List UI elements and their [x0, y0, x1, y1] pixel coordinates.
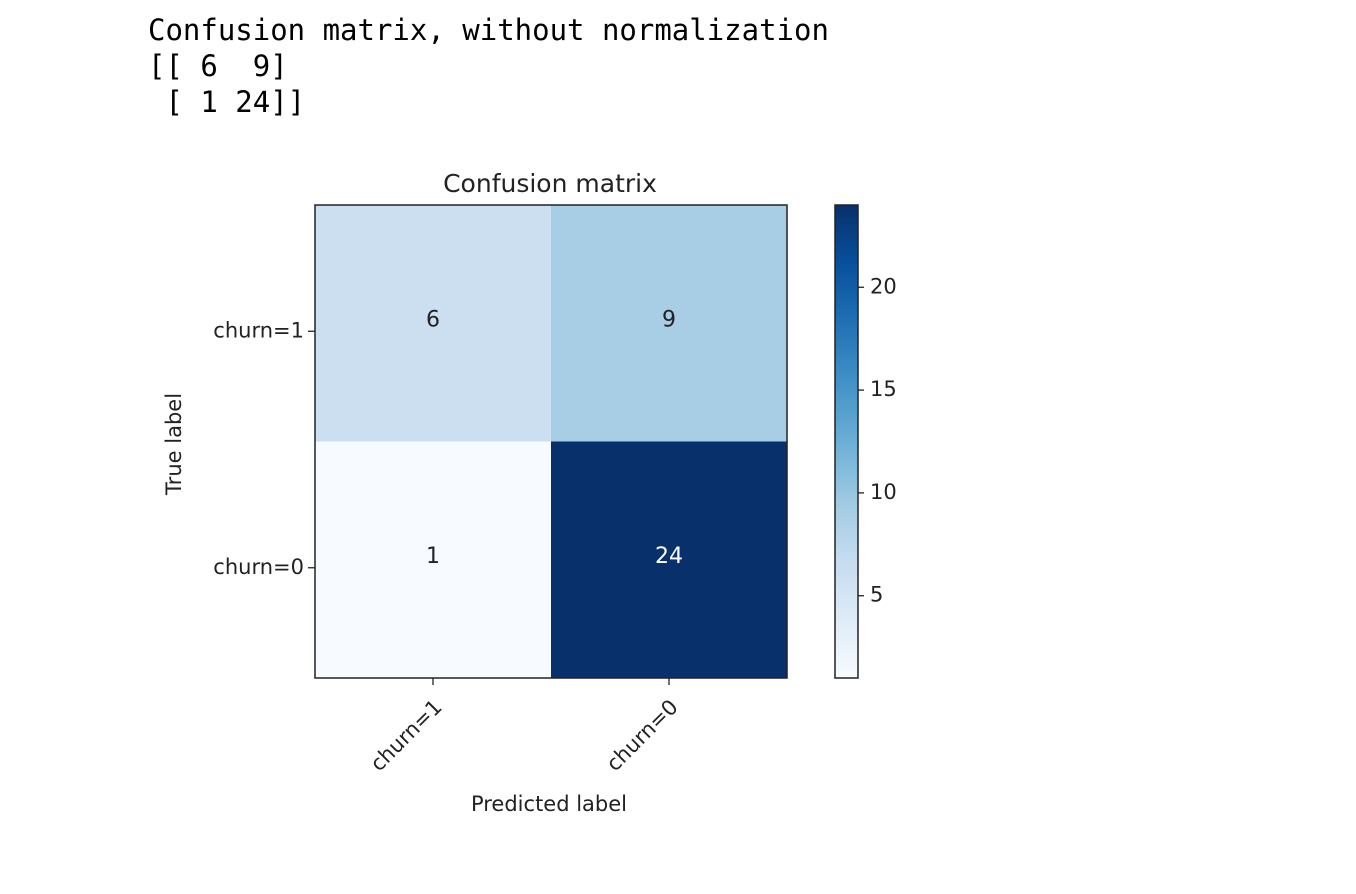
- x-axis-ticks: churn=1 churn=0: [366, 678, 683, 776]
- y-axis-label: True label: [162, 393, 186, 496]
- cell-value-label: 9: [662, 307, 676, 332]
- console-line-title: Confusion matrix, without normalization: [148, 13, 829, 47]
- plot-frame: [314, 204, 788, 679]
- y-axis-ticks: churn=1 churn=0: [213, 318, 315, 579]
- x-axis-label: Predicted label: [471, 792, 627, 816]
- cell-value-label: 1: [426, 544, 440, 569]
- cell-value-label: 24: [655, 544, 683, 569]
- colorbar-tick-label: 15: [870, 377, 897, 401]
- heatmap-cell: [315, 441, 551, 678]
- console-line-row2: [ 1 24]]: [148, 85, 306, 119]
- x-tick-label: churn=1: [366, 695, 447, 776]
- cell-value-label: 6: [426, 307, 440, 332]
- console-output: Confusion matrix, without normalization …: [148, 12, 829, 120]
- console-line-row1: [[ 6 9]: [148, 49, 288, 83]
- y-tick-label: churn=1: [213, 318, 304, 342]
- heatmap-cell: [551, 441, 787, 678]
- x-tick-label: churn=0: [602, 695, 683, 776]
- y-tick-label: churn=0: [213, 555, 304, 579]
- heatmap-cell: [315, 205, 551, 442]
- chart-title: Confusion matrix: [443, 169, 657, 198]
- heatmap-cells: 6 9 1 24: [315, 205, 787, 678]
- heatmap-cell: [551, 205, 787, 442]
- colorbar: [834, 204, 859, 679]
- colorbar-tick-label: 20: [870, 274, 897, 298]
- colorbar-tick-label: 5: [870, 583, 883, 607]
- colorbar-tick-label: 10: [870, 480, 897, 504]
- colorbar-ticks: 5 10 15 20: [858, 274, 897, 607]
